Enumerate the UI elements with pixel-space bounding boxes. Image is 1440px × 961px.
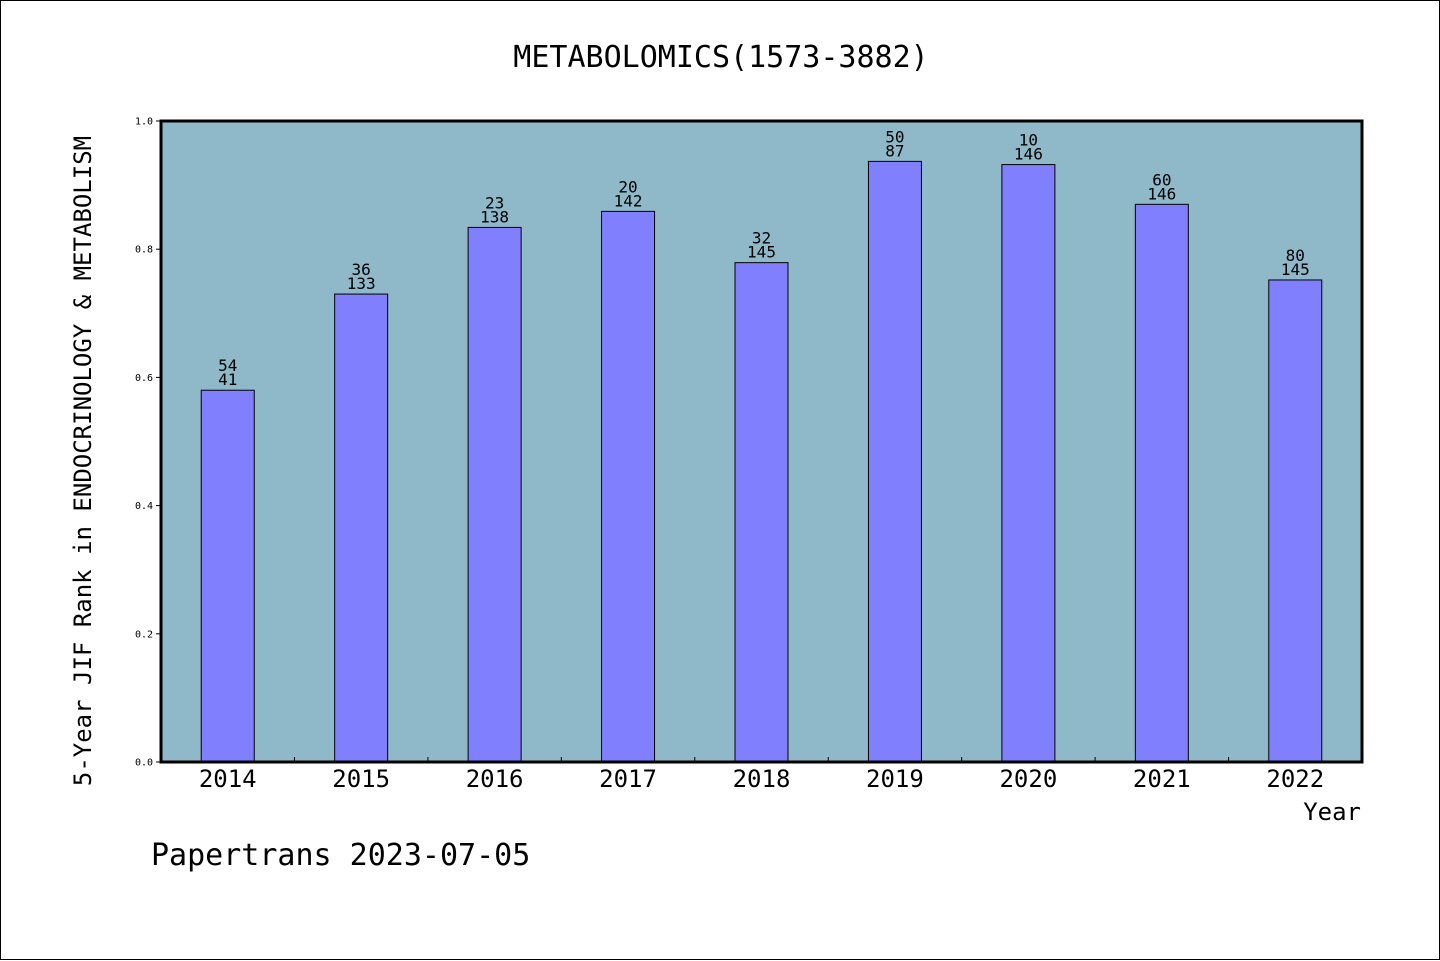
bar-2017 <box>601 210 656 763</box>
x-tick-label-2017: 2017 <box>599 765 657 793</box>
x-tick-label-2015: 2015 <box>332 765 390 793</box>
total-label-2022: 145 <box>1281 260 1310 279</box>
bars-layer <box>200 160 1323 763</box>
bar-2022 <box>1268 279 1323 763</box>
total-label-2016: 138 <box>480 207 509 226</box>
x-tick-label-2022: 2022 <box>1266 765 1324 793</box>
x-tick-label-2018: 2018 <box>733 765 791 793</box>
footer-stamp: Papertrans 2023-07-05 <box>151 838 530 873</box>
y-tick-label-0.8: 0.8 <box>135 245 153 256</box>
rank-label-2017: 20 <box>618 177 637 196</box>
x-tick-label-2016: 2016 <box>466 765 524 793</box>
data-labels-layer: 5441361332313820142321455087101466014680… <box>218 127 1310 389</box>
total-label-2020: 146 <box>1014 145 1043 164</box>
rank-label-2019: 50 <box>885 127 904 146</box>
y-tick-label-0.2: 0.2 <box>135 629 153 640</box>
total-label-2018: 145 <box>747 243 776 262</box>
total-label-2015: 133 <box>347 274 376 293</box>
rank-label-2014: 54 <box>218 356 237 375</box>
y-tick-label-0.0: 0.0 <box>135 758 153 769</box>
bar-2021 <box>1134 203 1189 763</box>
total-label-2017: 142 <box>614 191 643 210</box>
y-tick-label-0.6: 0.6 <box>135 373 153 384</box>
y-axis: 0.0 0.2 0.4 0.6 0.8 1.0 <box>135 117 161 769</box>
bar-2015 <box>334 293 389 763</box>
chart-title: METABOLOMICS(1573-3882) <box>513 40 928 75</box>
y-tick-label-0.4: 0.4 <box>135 501 153 512</box>
rank-label-2022: 80 <box>1286 246 1305 265</box>
rank-label-2020: 10 <box>1019 131 1038 150</box>
x-tick-label-2019: 2019 <box>866 765 924 793</box>
rank-label-2021: 60 <box>1152 170 1171 189</box>
rank-label-2016: 23 <box>485 193 504 212</box>
total-label-2021: 146 <box>1147 184 1176 203</box>
y-axis-title: 5-Year JIF Rank in ENDOCRINOLOGY & METAB… <box>69 136 97 786</box>
plot-border <box>159 119 1364 764</box>
bar-2019 <box>867 160 922 763</box>
total-label-2014: 41 <box>218 370 237 389</box>
x-tick-label-2014: 2014 <box>199 765 257 793</box>
x-axis: 2014 2015 2016 2017 2018 2019 2020 2021 2022 <box>199 757 1324 793</box>
x-tick-label-2020: 2020 <box>999 765 1057 793</box>
x-tick-label-2021: 2021 <box>1133 765 1191 793</box>
rank-label-2018: 32 <box>752 229 771 248</box>
total-label-2019: 87 <box>885 141 904 160</box>
x-axis-title: Year <box>1303 798 1361 826</box>
bar-2016 <box>467 226 522 763</box>
rank-label-2015: 36 <box>352 260 371 279</box>
bar-2014 <box>200 389 255 763</box>
y-tick-label-1.0: 1.0 <box>135 117 153 128</box>
bar-2018 <box>734 262 789 763</box>
bar-2020 <box>1001 164 1056 763</box>
